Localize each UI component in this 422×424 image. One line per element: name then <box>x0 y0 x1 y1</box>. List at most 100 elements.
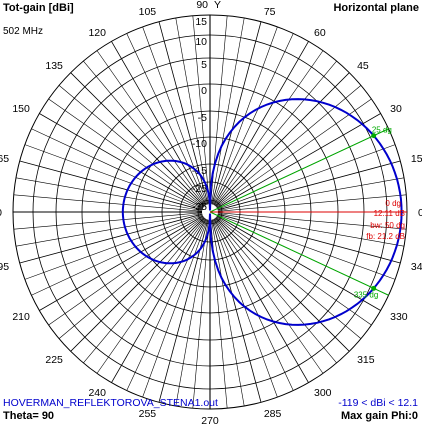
major-spoke <box>70 217 205 352</box>
minor-spoke <box>217 177 405 211</box>
y-axis-marker: Y <box>214 0 221 11</box>
angle-label-240: 240 <box>88 387 106 399</box>
angle-label-300: 300 <box>314 387 332 399</box>
radial-tick-5: 5 <box>201 59 207 71</box>
gain-pattern-curve <box>121 98 403 326</box>
angle-label-60: 60 <box>314 27 326 39</box>
angle-label-210: 210 <box>12 311 30 323</box>
major-spoke <box>39 215 204 311</box>
minor-spoke <box>58 85 205 208</box>
radial-tick--25: -25 <box>192 183 207 195</box>
minor-spoke <box>96 50 206 206</box>
front-back-label: fb: 21.2 dB <box>366 232 405 241</box>
radial-tick-0: 0 <box>201 85 207 97</box>
major-spoke <box>215 72 350 207</box>
beam-lower-marker <box>371 285 377 291</box>
minor-spoke <box>217 194 407 212</box>
major-spoke <box>217 160 401 211</box>
beam-upper-marker <box>371 133 377 139</box>
angle-label-165: 165 <box>0 153 9 165</box>
angle-label-315: 315 <box>357 354 375 366</box>
angle-label-180: 180 <box>0 207 2 219</box>
minor-spoke <box>211 17 245 205</box>
minor-spoke <box>126 33 207 205</box>
max-gain-value-label: 12.11 dB <box>374 209 405 218</box>
minor-spoke <box>58 216 205 339</box>
angle-label-270: 270 <box>201 415 219 424</box>
angle-label-150: 150 <box>12 103 30 115</box>
angle-label-45: 45 <box>357 60 369 72</box>
major-spoke <box>211 21 262 205</box>
minor-spoke <box>217 144 396 210</box>
major-spoke <box>211 219 262 403</box>
angle-label-135: 135 <box>45 60 63 72</box>
filename-label: HOVERMAN_REFLEKTOROVA_STENA1.out <box>3 397 218 409</box>
minor-spoke <box>213 33 294 205</box>
minor-spoke <box>216 216 372 326</box>
minor-spoke <box>216 98 372 208</box>
minor-spoke <box>175 17 209 205</box>
major-spoke <box>19 160 203 211</box>
minor-spoke <box>142 219 208 398</box>
radial-tick--10: -10 <box>192 138 207 150</box>
minor-spoke <box>214 50 324 206</box>
angle-label-0: 0 <box>418 207 422 219</box>
minor-spoke <box>192 219 210 409</box>
angle-label-255: 255 <box>139 408 157 420</box>
minor-spoke <box>217 213 405 247</box>
beam-line-lower <box>209 211 389 296</box>
minor-spoke <box>15 213 203 247</box>
minor-spoke <box>24 214 203 280</box>
radial-tick--35: -35 <box>192 201 207 213</box>
radial-tick--15: -15 <box>192 165 207 177</box>
minor-spoke <box>217 212 407 230</box>
angle-label-15: 15 <box>411 153 422 165</box>
minor-spoke <box>217 214 396 280</box>
radial-tick-labels: 15 10 5 0 -5 -10 -15 -25 -35 <box>192 16 207 213</box>
minor-spoke <box>214 60 337 207</box>
minor-spoke <box>192 15 210 205</box>
angle-label-285: 285 <box>264 408 282 420</box>
major-spoke <box>217 213 401 264</box>
major-spoke <box>19 213 203 264</box>
major-spoke <box>213 41 309 206</box>
major-spoke <box>216 113 381 209</box>
major-spoke <box>70 72 205 207</box>
radial-tick-10: 10 <box>195 36 207 48</box>
major-spoke <box>213 218 309 383</box>
beamwidth-label: bw: 50 dg <box>370 221 405 230</box>
major-spoke <box>111 41 207 206</box>
minor-spoke <box>83 60 206 207</box>
chart-title: Tot-gain [dBi] <box>3 2 74 14</box>
frequency-label: 502 MHz <box>3 26 44 37</box>
angle-label-225: 225 <box>45 354 63 366</box>
gain-range-label: -119 < dBi < 12.1 <box>338 397 418 409</box>
beam-lines <box>209 128 407 296</box>
minor-spoke <box>24 144 203 210</box>
angle-label-30: 30 <box>390 103 402 115</box>
chart-subtitle: Horizontal plane <box>333 2 419 14</box>
beam-line-upper <box>209 128 389 213</box>
minor-spoke <box>48 98 204 208</box>
minor-spoke <box>142 26 208 205</box>
angle-label-330: 330 <box>390 311 408 323</box>
major-spoke <box>216 215 381 311</box>
minor-spoke <box>15 177 203 211</box>
minor-spoke <box>48 216 204 326</box>
angle-label-345: 345 <box>411 261 422 273</box>
minor-spoke <box>31 128 203 209</box>
minor-spoke <box>211 219 245 407</box>
major-spoke <box>39 113 204 209</box>
major-spoke <box>111 218 207 383</box>
minor-spoke <box>175 219 209 407</box>
minor-spoke <box>96 218 206 374</box>
major-spoke <box>215 217 350 352</box>
minor-spoke <box>214 217 337 364</box>
minor-spoke <box>213 219 294 391</box>
radial-tick--5: -5 <box>198 112 207 124</box>
minor-spoke <box>13 212 203 230</box>
minor-spoke <box>31 215 203 296</box>
angle-label-195: 195 <box>0 261 9 273</box>
